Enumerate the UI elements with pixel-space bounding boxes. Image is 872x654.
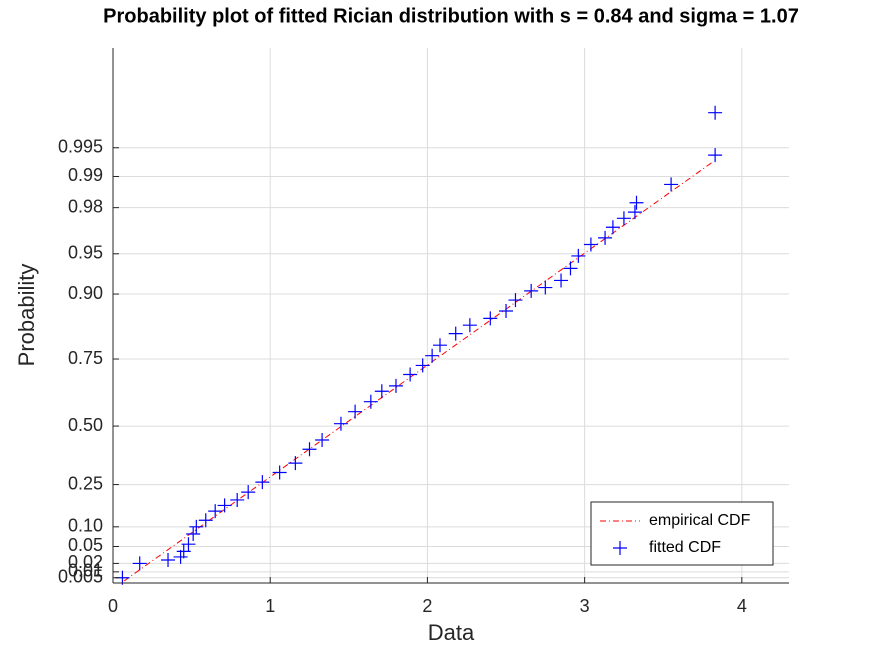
grid: [112, 48, 789, 583]
x-axis-label: Data: [428, 620, 475, 645]
y-tick-label: 0.50: [68, 415, 103, 435]
x-tick-label: 4: [737, 596, 747, 616]
x-tick-label: 1: [265, 596, 275, 616]
data-point: [388, 378, 403, 393]
data-point: [217, 498, 232, 513]
y-tick-label: 0.05: [68, 535, 103, 555]
y-tick-label: 0.90: [68, 283, 103, 303]
data-point: [508, 293, 523, 308]
data-point: [538, 280, 553, 295]
data-point: [664, 177, 679, 192]
data-point: [415, 358, 430, 373]
plot-area: [115, 105, 723, 585]
data-point: [198, 513, 213, 528]
y-tick-label: 0.25: [68, 473, 103, 493]
legend-label: empirical CDF: [649, 512, 751, 529]
y-axis-label: Probability: [14, 264, 39, 367]
x-tick-label: 0: [108, 596, 118, 616]
data-point: [374, 384, 389, 399]
data-point: [363, 394, 378, 409]
data-point: [315, 433, 330, 448]
data-point: [554, 273, 569, 288]
data-point: [230, 492, 245, 507]
data-point: [583, 237, 598, 252]
y-tick-label: 0.02: [68, 552, 103, 572]
y-tick-label: 0.10: [68, 516, 103, 536]
y-tick-label: 0.01: [68, 561, 103, 581]
x-tick-label: 2: [422, 596, 432, 616]
data-point: [348, 404, 363, 419]
data-point: [189, 519, 204, 534]
data-point: [176, 544, 191, 559]
y-tick-label: 0.95: [68, 243, 103, 263]
data-point: [483, 311, 498, 326]
data-point: [448, 326, 463, 341]
data-point: [272, 465, 287, 480]
data-point: [499, 303, 514, 318]
data-point: [627, 205, 642, 220]
y-tick-label: 0.005: [58, 567, 103, 587]
data-point: [425, 348, 440, 363]
data-point: [598, 230, 613, 245]
legend-box: [590, 501, 774, 566]
data-point: [571, 248, 586, 263]
data-point: [462, 318, 477, 333]
x-tick-label: 3: [580, 596, 590, 616]
data-point: [524, 283, 539, 298]
data-point: [255, 475, 270, 490]
legend: empirical CDF fitted CDF: [590, 501, 774, 566]
data-point: [186, 526, 201, 541]
data-point: [333, 416, 348, 431]
data-point: [432, 338, 447, 353]
data-point: [629, 195, 644, 210]
data-point: [563, 261, 578, 276]
legend-label: fitted CDF: [649, 539, 721, 556]
data-point: [132, 556, 147, 571]
data-point: [605, 220, 620, 235]
data-point: [288, 456, 303, 471]
reference-line: [123, 161, 714, 582]
data-point: [708, 105, 723, 120]
data-point: [173, 549, 188, 564]
data-point: [302, 442, 317, 457]
data-point: [161, 553, 176, 568]
data-point: [616, 211, 631, 226]
chart-title: Probability plot of fitted Rician distri…: [103, 5, 799, 27]
y-tick-label: 0.995: [58, 136, 103, 156]
data-point: [241, 485, 256, 500]
data-point: [181, 537, 196, 552]
y-tick-label: 0.99: [68, 165, 103, 185]
y-tick-label: 0.75: [68, 348, 103, 368]
legend-swatch: [613, 541, 627, 555]
data-point: [403, 367, 418, 382]
data-point: [208, 504, 223, 519]
y-tick-label: 0.98: [68, 196, 103, 216]
data-point: [708, 148, 723, 163]
